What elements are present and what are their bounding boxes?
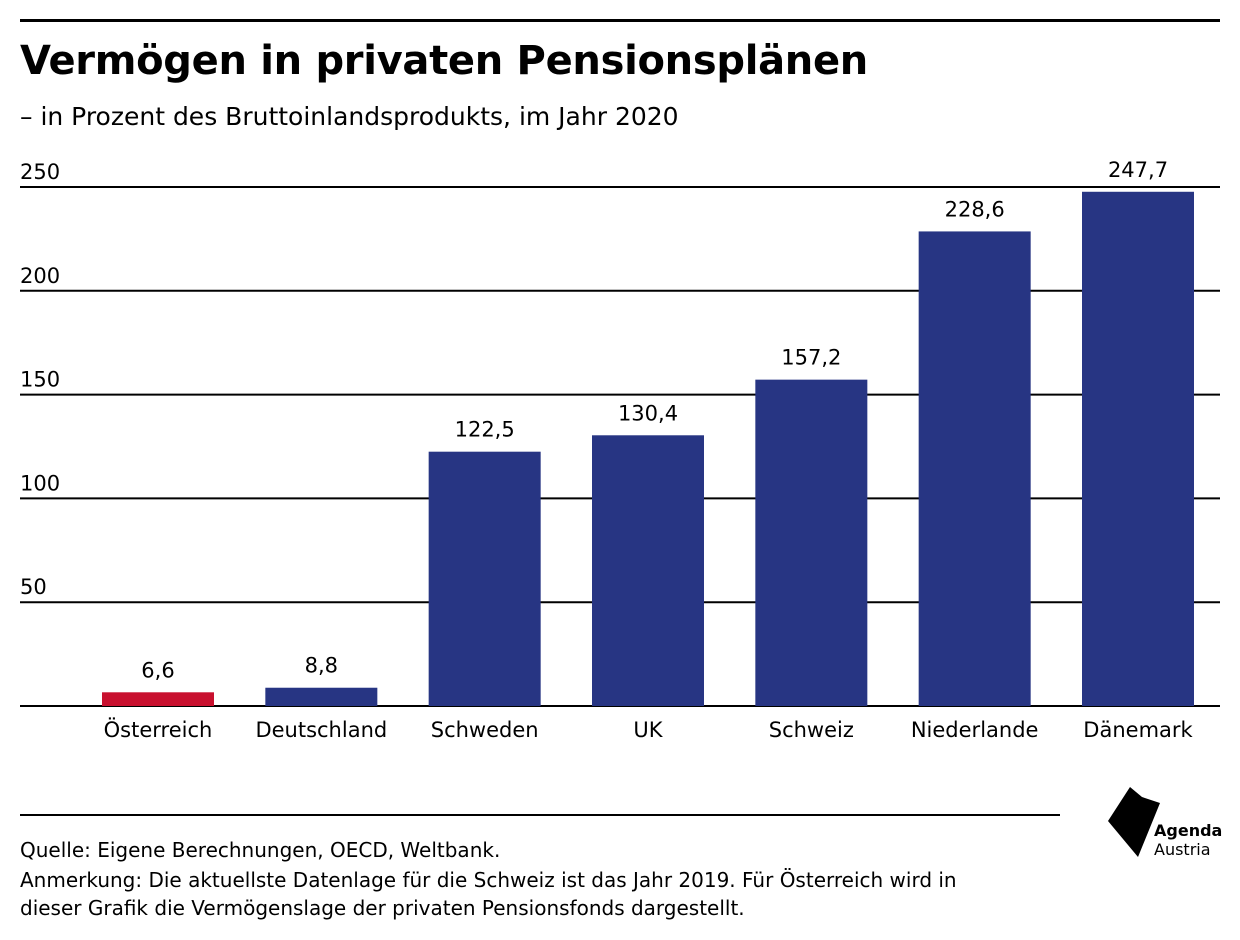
category-label: Dänemark: [1083, 718, 1193, 742]
bar-4: [755, 379, 868, 706]
chart-title: Vermögen in privaten Pensionsplänen: [20, 38, 868, 84]
y-tick-label: 150: [20, 368, 60, 392]
remark-note-line-1: Anmerkung: Die aktuellste Datenlage für …: [20, 868, 957, 892]
y-tick-label: 50: [20, 575, 47, 599]
category-label: UK: [633, 718, 663, 742]
bar-2: [428, 451, 541, 706]
logo-name: Agenda: [1154, 821, 1223, 840]
bar-5: [918, 231, 1031, 707]
bar-0: [102, 692, 214, 706]
remark-note-line-2: dieser Grafik die Vermögenslage der priv…: [20, 896, 745, 920]
y-tick-label: 200: [20, 264, 60, 288]
chart-subtitle: – in Prozent des Bruttoinlandsprodukts, …: [20, 102, 679, 131]
category-label: Österreich: [104, 717, 213, 742]
data-label: 247,7: [1108, 158, 1168, 182]
category-labels: Österreich Deutschland Schweden UK Schweiz Ni…: [104, 717, 1194, 742]
source-note: Quelle: Eigene Berechnungen, OECD, Weltb…: [20, 838, 501, 862]
category-label: Schweden: [431, 718, 539, 742]
bar-6: [1082, 191, 1194, 707]
top-rule: [20, 19, 1220, 22]
bar-chart: 6,6 8,8 122,5 130,4 157,2 228,6 247,7 50 100 150…: [20, 158, 1220, 742]
bar-3: [592, 435, 704, 706]
data-label: 157,2: [781, 346, 841, 370]
y-tick-label: 100: [20, 471, 60, 495]
data-label: 8,8: [305, 654, 338, 678]
logo-subname: Austria: [1154, 840, 1211, 859]
data-label: 228,6: [945, 197, 1005, 221]
category-label: Deutschland: [255, 718, 387, 742]
y-tick-label: 250: [20, 160, 60, 184]
data-label: 6,6: [141, 658, 174, 682]
category-label: Niederlande: [911, 718, 1039, 742]
agenda-austria-logo: Agenda Austria: [1108, 785, 1228, 865]
agenda-austria-logo-icon: [1108, 787, 1160, 857]
bar-1: [265, 687, 378, 706]
bars: [102, 191, 1194, 707]
value-labels: 6,6 8,8 122,5 130,4 157,2 228,6 247,7: [141, 158, 1168, 683]
footer-rule: [20, 814, 1060, 816]
data-label: 130,4: [618, 401, 678, 425]
y-tick-labels: 50 100 150 200 250: [20, 160, 60, 599]
category-label: Schweiz: [769, 718, 854, 742]
data-label: 122,5: [455, 418, 515, 442]
